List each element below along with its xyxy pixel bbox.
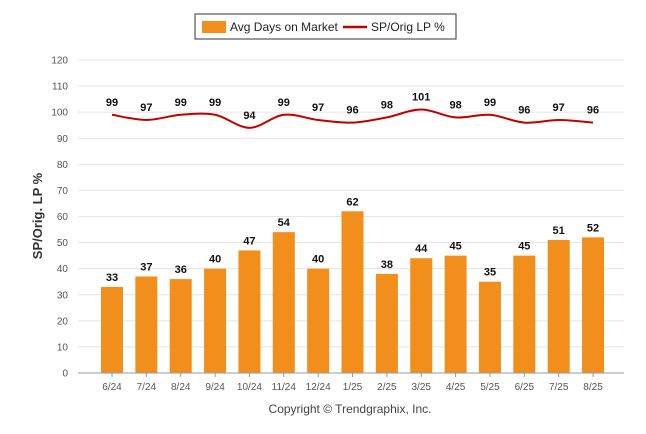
x-tick-label: 10/24 — [237, 382, 262, 393]
line-value-label: 99 — [484, 97, 496, 109]
bar-value-label: 51 — [553, 225, 565, 237]
bar-series: 33 37 36 40 47 54 40 62 38 44 45 35 45 51 52 — [101, 196, 605, 373]
x-tick-label: 4/25 — [446, 382, 466, 393]
bar-value-label: 44 — [415, 243, 428, 255]
bar-value-label: 45 — [449, 241, 461, 253]
y-tick-label: 80 — [57, 160, 69, 171]
line-value-label: 99 — [278, 97, 290, 109]
legend-line-label: SP/Orig LP % — [371, 20, 445, 34]
x-tick-label: 1/25 — [343, 382, 363, 393]
y-tick-label: 20 — [57, 316, 69, 327]
line-value-label: 97 — [140, 102, 152, 114]
bar-value-label: 33 — [106, 272, 118, 284]
bar — [582, 237, 605, 373]
bar-value-label: 37 — [140, 261, 152, 273]
y-tick-label: 40 — [57, 264, 69, 275]
y-tick-label: 120 — [51, 56, 68, 67]
bar — [204, 268, 227, 373]
legend-box — [194, 13, 457, 40]
bar-value-label: 35 — [484, 267, 496, 279]
line-value-label: 96 — [518, 105, 530, 117]
copyright-credit: Copyright © Trendgraphix, Inc. — [269, 402, 432, 416]
x-tick-label: 2/25 — [377, 382, 397, 393]
bar — [478, 281, 501, 373]
x-tick-label: 3/25 — [412, 382, 432, 393]
line-value-label: 99 — [209, 97, 221, 109]
bar-value-label: 36 — [175, 264, 187, 276]
line-value-label: 97 — [312, 102, 324, 114]
x-tick-label: 6/24 — [102, 382, 122, 393]
bar — [272, 232, 295, 373]
line-value-label: 101 — [412, 92, 430, 104]
x-axis: 6/24 7/24 8/24 9/24 10/24 11/24 12/24 1/25 2/25 3… — [78, 372, 624, 393]
y-tick-label: 50 — [57, 238, 69, 249]
line-value-label: 96 — [346, 105, 358, 117]
bar — [547, 239, 570, 373]
bar-value-label: 38 — [381, 259, 393, 271]
line-value-label: 98 — [449, 99, 461, 111]
line-path — [111, 108, 594, 129]
bar — [135, 276, 158, 373]
x-tick-label: 12/24 — [306, 382, 331, 393]
line-value-label: 94 — [243, 110, 256, 122]
legend-bar-label: Avg Days on Market — [230, 20, 338, 34]
line-value-label: 99 — [106, 97, 118, 109]
y-tick-label: 60 — [57, 212, 69, 223]
x-tick-label: 7/25 — [549, 382, 569, 393]
bar-value-label: 62 — [346, 196, 358, 208]
y-tick-label: 100 — [51, 108, 68, 119]
x-tick-label: 7/24 — [137, 382, 157, 393]
x-tick-label: 11/24 — [272, 382, 297, 393]
bar-value-label: 47 — [243, 235, 255, 247]
y-tick-label: 90 — [57, 134, 69, 145]
y-tick-label: 70 — [57, 186, 69, 197]
line-value-label: 99 — [175, 97, 187, 109]
bar — [238, 250, 261, 373]
y-axis-title: SP/Orig. LP % — [30, 172, 45, 259]
bar-value-label: 54 — [278, 217, 291, 229]
y-tick-label: 110 — [52, 82, 68, 93]
x-tick-label: 8/24 — [171, 382, 191, 393]
line-value-label: 98 — [381, 99, 393, 111]
y-axis: 0 10 20 30 40 50 60 70 80 90 100 110 120 — [51, 56, 68, 380]
x-tick-label: 9/24 — [205, 382, 225, 393]
bar-value-label: 40 — [312, 254, 324, 266]
legend: Avg Days on Market SP/Orig LP % — [194, 13, 457, 40]
bar — [410, 258, 433, 373]
line-value-label: 96 — [587, 105, 599, 117]
y-tick-label: 0 — [62, 369, 68, 380]
bar — [375, 273, 398, 373]
line-series: 99 97 99 99 94 99 97 96 98 101 98 99 96 97 96 — [106, 92, 599, 129]
bar — [513, 255, 536, 373]
legend-bar-swatch — [202, 21, 226, 33]
x-tick-label: 5/25 — [480, 382, 500, 393]
line-value-label: 97 — [553, 102, 565, 114]
bar-value-label: 52 — [587, 222, 599, 234]
bar — [341, 211, 364, 373]
x-tick-label: 8/25 — [583, 382, 603, 393]
bar — [101, 286, 123, 373]
bar-value-label: 45 — [518, 241, 530, 253]
y-tick-label: 10 — [57, 342, 69, 353]
x-tick-label: 6/25 — [515, 382, 535, 393]
bar-value-label: 40 — [209, 254, 221, 266]
bar — [169, 279, 192, 373]
bar — [307, 268, 330, 373]
y-tick-label: 30 — [57, 290, 69, 301]
bar — [444, 255, 467, 373]
